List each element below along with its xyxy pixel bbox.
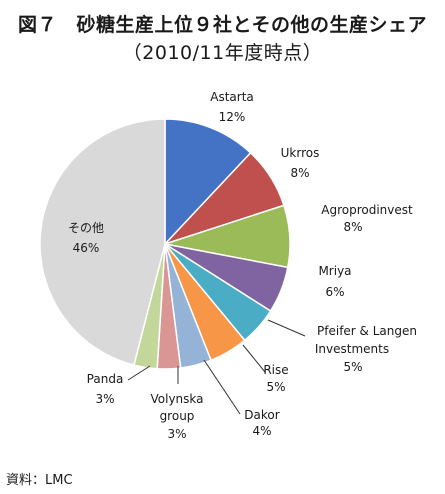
slice-value-label-6: 4% bbox=[252, 424, 271, 438]
pie-slice-9 bbox=[39, 118, 166, 366]
slice-name-label-4: Investments bbox=[315, 342, 389, 356]
slice-value-label-2: 8% bbox=[343, 220, 362, 234]
slice-name-label-1: Ukrros bbox=[281, 146, 320, 160]
slice-value-label-3: 6% bbox=[325, 285, 344, 299]
slice-name-label-3: Mriya bbox=[318, 264, 351, 278]
slice-value-label-7: 3% bbox=[167, 427, 186, 441]
leader-line-5 bbox=[242, 344, 266, 373]
chart-subtitle: （2010/11年度時点） bbox=[122, 42, 323, 64]
leader-line-4 bbox=[267, 319, 306, 337]
slice-name-label-0: Astarta bbox=[210, 90, 254, 104]
chart-title: 図７ 砂糖生産上位９社とその他の生産シェア bbox=[18, 14, 427, 36]
slice-name-label-2: Agroprodinvest bbox=[321, 203, 413, 217]
slice-value-label-1: 8% bbox=[290, 166, 309, 180]
slice-value-label-4: 5% bbox=[343, 360, 362, 374]
slice-name-label-7: group bbox=[160, 409, 195, 423]
slice-name-label-6: Dakor bbox=[244, 408, 279, 422]
source-note: 資料：LMC bbox=[6, 473, 73, 488]
leader-line-6 bbox=[203, 359, 241, 415]
slice-name-label-7: Volynska bbox=[150, 392, 203, 406]
slice-name-label-8: Panda bbox=[87, 372, 124, 386]
slice-name-label-4: Pfeifer & Langen bbox=[317, 324, 417, 338]
slice-value-label-9: 46% bbox=[73, 241, 100, 255]
slice-value-label-0: 12% bbox=[219, 110, 246, 124]
slice-name-label-9: その他 bbox=[68, 221, 104, 235]
slice-value-label-5: 5% bbox=[266, 380, 285, 394]
leader-line-8 bbox=[127, 365, 151, 381]
pie-slice-0 bbox=[164, 118, 252, 246]
slice-value-label-8: 3% bbox=[95, 392, 114, 406]
slice-name-label-5: Rise bbox=[263, 363, 288, 377]
